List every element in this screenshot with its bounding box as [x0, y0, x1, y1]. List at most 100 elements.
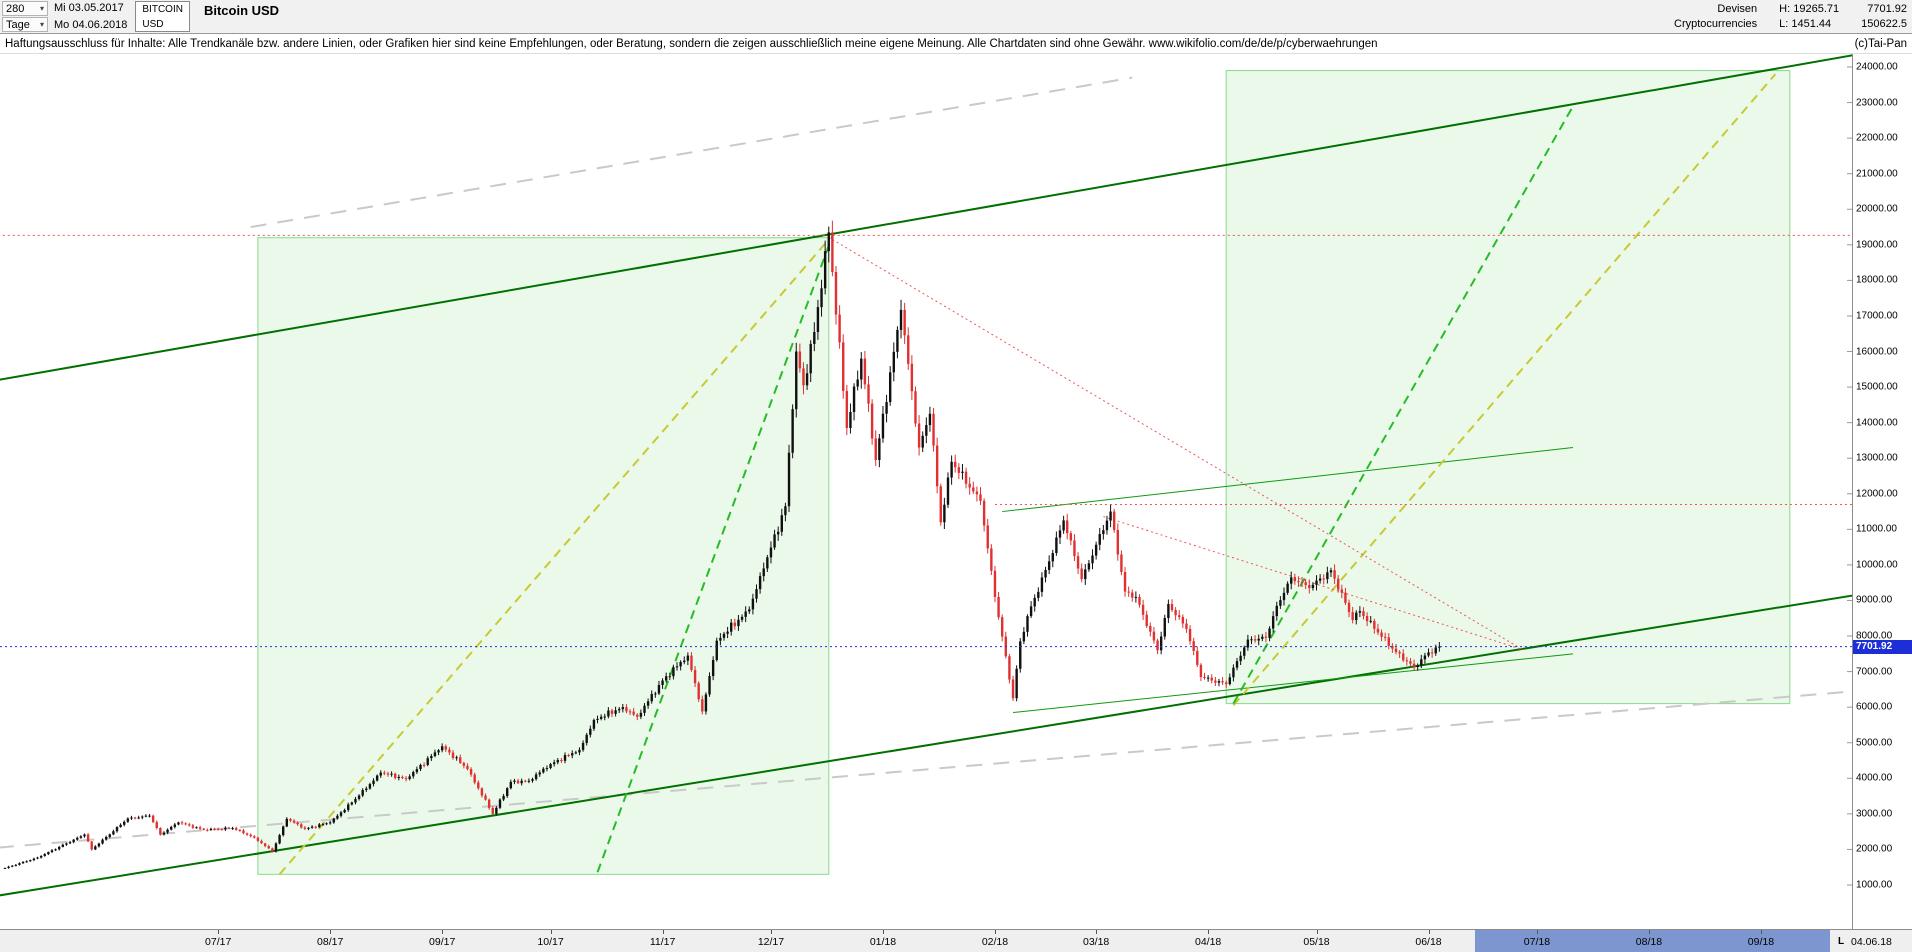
candle-body: [307, 827, 310, 829]
candle-body: [133, 817, 137, 819]
last-date-label: 04.06.18: [1851, 936, 1892, 948]
time-axis-label: 04/18: [1194, 936, 1222, 948]
candle-body: [235, 828, 238, 830]
time-axis-label: 08/17: [317, 936, 344, 948]
price-chart-svg[interactable]: [0, 54, 1852, 929]
candle-body: [607, 710, 610, 717]
candle-body: [643, 705, 646, 713]
candle-body: [1011, 679, 1015, 699]
resistance-mid: [1002, 447, 1574, 513]
candle-body: [216, 829, 220, 831]
candle-body: [531, 779, 534, 781]
candle-body: [253, 836, 256, 838]
candle-body: [1253, 639, 1257, 641]
candle-body: [632, 711, 635, 715]
candle-body: [979, 494, 982, 501]
candle-body: [271, 848, 274, 852]
candle-body: [1044, 569, 1047, 578]
candle-body: [664, 676, 668, 681]
candle-body: [1246, 639, 1250, 648]
candle-body: [151, 815, 155, 823]
candle-body: [881, 413, 885, 439]
candle-body: [242, 830, 245, 834]
candle-body: [1430, 652, 1434, 654]
decline-dotted-from-peak: [832, 239, 1523, 650]
candle-body: [1416, 665, 1419, 667]
candle-body: [751, 598, 755, 610]
candle-body: [375, 775, 379, 781]
candle-body: [477, 782, 480, 789]
candle-body: [3, 867, 7, 869]
candle-body: [968, 483, 971, 488]
candle-body: [115, 827, 119, 832]
time-axis-label: 11/17: [649, 936, 676, 948]
price-axis-label: 20000.00: [1856, 203, 1898, 215]
symbol-box[interactable]: BITCOIN USD: [135, 1, 190, 32]
candle-body: [104, 836, 108, 840]
candle-body: [274, 843, 278, 852]
date-from-field[interactable]: Mi 03.05.2017: [54, 2, 124, 14]
candle-body: [964, 471, 968, 484]
candle-body: [401, 776, 404, 779]
candle-body: [1344, 592, 1347, 603]
last-bar-marker: L: [1838, 936, 1845, 947]
candle-body: [1279, 600, 1282, 606]
candle-body: [328, 822, 332, 824]
period-unit-dropdown[interactable]: Tage ▾: [2, 17, 48, 32]
candle-body: [1102, 530, 1105, 535]
date-to-field[interactable]: Mo 04.06.2018: [54, 19, 128, 31]
candle-body: [672, 667, 675, 677]
candle-body: [21, 861, 25, 864]
chart-header: 280 ▾ Tage ▾ Mi 03.05.2017 Mo 04.06.2018…: [0, 0, 1912, 34]
candle-body: [599, 716, 603, 719]
candle-body: [654, 693, 657, 695]
time-axis-label: 05/18: [1303, 936, 1330, 948]
candle-body: [7, 866, 10, 868]
price-axis-label: 1000.00: [1856, 879, 1893, 891]
candle-body: [1069, 533, 1073, 541]
candle-body: [809, 343, 812, 374]
candle-body: [603, 716, 606, 718]
candle-body: [1402, 653, 1405, 661]
candle-body: [560, 760, 563, 762]
candle-body: [997, 596, 1000, 618]
candle-body: [1066, 520, 1069, 534]
candle-body: [1008, 656, 1011, 680]
header-right-group: Devisen Cryptocurrencies H: 19265.71 L: …: [1674, 0, 1912, 33]
candle-body: [11, 865, 14, 867]
candle-body: [628, 711, 632, 713]
candle-body: [94, 846, 97, 850]
candle-body: [585, 734, 588, 743]
candle-body: [39, 855, 43, 858]
candle-body: [614, 710, 617, 714]
candle-body: [188, 824, 191, 826]
candle-body: [198, 827, 202, 829]
candle-body: [1376, 628, 1380, 633]
candle-body: [191, 825, 195, 828]
candle-body: [469, 769, 473, 775]
candle-body: [1163, 618, 1166, 637]
candle-body: [1174, 610, 1177, 616]
candle-body: [1076, 556, 1080, 569]
candle-body: [816, 307, 820, 332]
candle-body: [310, 826, 314, 828]
symbol-name: BITCOIN: [142, 3, 183, 15]
candle-body: [675, 666, 679, 668]
candle-body: [209, 828, 213, 830]
candle-body: [303, 827, 307, 829]
candle-body: [574, 752, 578, 754]
candle-body: [845, 390, 849, 428]
candle-body: [711, 659, 715, 677]
period-value-dropdown[interactable]: 280 ▾: [2, 1, 48, 16]
candle-body: [722, 633, 726, 638]
candle-body: [621, 707, 625, 710]
candle-body: [29, 860, 32, 862]
candle-body: [79, 836, 83, 838]
candle-body: [267, 846, 270, 849]
candle-body: [422, 764, 426, 766]
candle-body: [1000, 617, 1004, 637]
candle-body: [892, 351, 895, 373]
candle-body: [780, 515, 783, 532]
candle-body: [1188, 628, 1192, 642]
candle-body: [459, 757, 462, 763]
